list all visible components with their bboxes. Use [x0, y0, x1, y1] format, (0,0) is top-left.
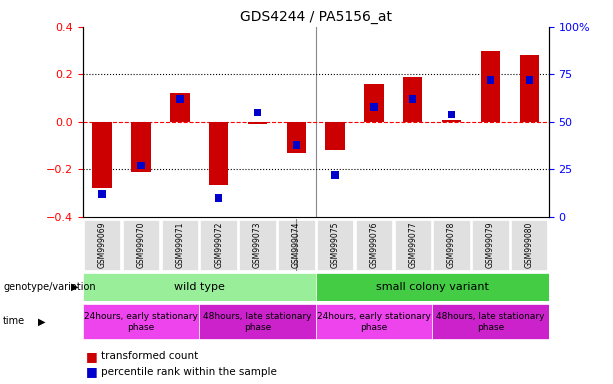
Text: ▶: ▶ [70, 282, 78, 292]
Bar [442, 119, 462, 122]
Text: GSM999072: GSM999072 [214, 222, 223, 268]
Bar [131, 122, 151, 172]
Bar [292, 141, 300, 149]
Text: GSM999075: GSM999075 [330, 222, 340, 268]
FancyBboxPatch shape [433, 220, 470, 270]
Bar [364, 84, 384, 122]
Bar [481, 51, 500, 122]
Bar [254, 109, 261, 116]
Bar [170, 93, 189, 122]
FancyBboxPatch shape [83, 273, 316, 301]
FancyBboxPatch shape [84, 220, 120, 270]
FancyBboxPatch shape [356, 220, 392, 270]
Bar [176, 95, 183, 103]
FancyBboxPatch shape [83, 304, 199, 339]
Text: GSM999069: GSM999069 [97, 222, 107, 268]
Text: GSM999071: GSM999071 [175, 222, 185, 268]
Text: ▶: ▶ [38, 316, 45, 326]
Bar [487, 76, 494, 84]
Bar [332, 171, 339, 179]
FancyBboxPatch shape [200, 220, 237, 270]
FancyBboxPatch shape [239, 220, 276, 270]
FancyBboxPatch shape [472, 220, 509, 270]
FancyBboxPatch shape [511, 220, 547, 270]
Text: small colony variant: small colony variant [376, 282, 489, 292]
Bar [209, 122, 228, 185]
Text: GSM999073: GSM999073 [253, 222, 262, 268]
FancyBboxPatch shape [123, 220, 159, 270]
Text: GSM999070: GSM999070 [137, 222, 145, 268]
Text: GSM999080: GSM999080 [525, 222, 534, 268]
FancyBboxPatch shape [316, 273, 549, 301]
Text: ■: ■ [86, 350, 97, 363]
Bar [519, 55, 539, 122]
Bar [93, 122, 112, 189]
Bar [370, 103, 378, 111]
Bar [448, 111, 455, 118]
Text: time: time [3, 316, 25, 326]
Bar [409, 95, 416, 103]
FancyBboxPatch shape [278, 220, 314, 270]
Text: genotype/variation: genotype/variation [3, 282, 96, 292]
Text: GSM999077: GSM999077 [408, 222, 417, 268]
Text: percentile rank within the sample: percentile rank within the sample [101, 367, 277, 377]
Bar [137, 162, 145, 169]
FancyBboxPatch shape [316, 304, 432, 339]
FancyBboxPatch shape [317, 220, 353, 270]
Bar [99, 190, 106, 198]
FancyBboxPatch shape [395, 220, 431, 270]
Text: GSM999076: GSM999076 [370, 222, 378, 268]
Text: ■: ■ [86, 365, 97, 378]
FancyBboxPatch shape [162, 220, 198, 270]
Bar [403, 77, 422, 122]
Bar [215, 194, 223, 202]
Text: 24hours, early stationary
phase: 24hours, early stationary phase [317, 311, 431, 332]
Bar [287, 122, 306, 153]
Bar [326, 122, 345, 151]
Text: 48hours, late stationary
phase: 48hours, late stationary phase [204, 311, 311, 332]
Text: wild type: wild type [174, 282, 224, 292]
Text: transformed count: transformed count [101, 351, 199, 361]
Text: 48hours, late stationary
phase: 48hours, late stationary phase [436, 311, 544, 332]
Text: GSM999078: GSM999078 [447, 222, 456, 268]
Text: 24hours, early stationary
phase: 24hours, early stationary phase [84, 311, 198, 332]
Text: GSM999074: GSM999074 [292, 222, 301, 268]
Title: GDS4244 / PA5156_at: GDS4244 / PA5156_at [240, 10, 392, 25]
Bar [525, 76, 533, 84]
Bar [248, 122, 267, 124]
FancyBboxPatch shape [199, 304, 316, 339]
FancyBboxPatch shape [432, 304, 549, 339]
Text: GSM999079: GSM999079 [486, 222, 495, 268]
